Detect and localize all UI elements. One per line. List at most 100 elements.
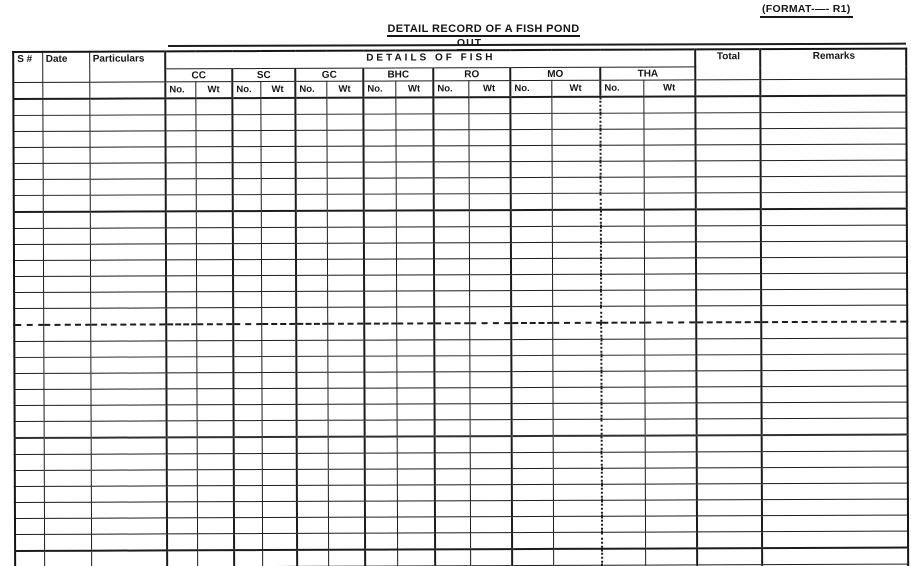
cell-cc-wt bbox=[196, 485, 234, 502]
cell-gc-no bbox=[295, 130, 327, 147]
cell-sc-no bbox=[233, 275, 262, 292]
cell-tha-no bbox=[600, 161, 644, 178]
cell-sc-no bbox=[232, 259, 262, 276]
cell-mo-no bbox=[511, 452, 553, 469]
cell-gc-no bbox=[296, 469, 328, 486]
cell-bhc-wt bbox=[395, 210, 434, 228]
table-row bbox=[15, 547, 909, 566]
cell-ro-no bbox=[433, 242, 469, 259]
cell-remarks bbox=[761, 370, 908, 387]
cell-particulars bbox=[90, 356, 167, 374]
cell-gc-no bbox=[295, 259, 328, 276]
col-header-serial: S # bbox=[13, 51, 43, 83]
cell-ro-wt bbox=[468, 193, 511, 211]
cell-tha-no bbox=[601, 468, 645, 485]
cell-date bbox=[43, 308, 91, 325]
cell-ro-no bbox=[433, 177, 469, 194]
cell-gc-wt bbox=[327, 388, 365, 405]
subcol-header-sc-wt: Wt bbox=[260, 81, 296, 99]
cell-tha-wt bbox=[644, 273, 697, 291]
cell-tha-wt bbox=[645, 548, 698, 566]
cell-bhc-wt bbox=[396, 516, 436, 534]
cell-sc-wt bbox=[261, 436, 297, 454]
cell-mo-wt bbox=[551, 129, 601, 146]
cell-gc-no bbox=[296, 275, 328, 292]
cell-tha-no bbox=[600, 226, 644, 243]
cell-mo-no bbox=[511, 387, 553, 404]
cell-mo-no bbox=[510, 177, 552, 194]
cell-sc-wt bbox=[261, 388, 297, 405]
cell-cc-no bbox=[166, 291, 197, 308]
cell-cc-wt bbox=[195, 211, 233, 228]
cell-particulars bbox=[89, 146, 166, 164]
cell-sc-no bbox=[232, 178, 261, 195]
cell-total bbox=[695, 144, 761, 161]
cell-date bbox=[43, 518, 92, 535]
cell-mo-wt bbox=[552, 306, 602, 323]
cell-particulars bbox=[89, 243, 166, 261]
cell-total bbox=[696, 289, 762, 306]
cell-mo-no bbox=[510, 193, 552, 211]
cell-mo-wt bbox=[551, 226, 601, 243]
cell-particulars bbox=[91, 533, 168, 551]
header-blank-cell-serial bbox=[13, 82, 43, 99]
cell-cc-no bbox=[165, 130, 196, 147]
cell-total bbox=[697, 515, 763, 532]
cell-sc-no bbox=[232, 130, 261, 147]
cell-gc-no bbox=[295, 146, 327, 163]
cell-sc-wt bbox=[261, 275, 297, 292]
cell-gc-wt bbox=[326, 243, 364, 260]
cell-total bbox=[696, 402, 762, 419]
cell-cc-wt bbox=[195, 243, 233, 260]
cell-mo-wt bbox=[552, 387, 602, 404]
cell-cc-no bbox=[165, 146, 196, 163]
cell-mo-wt bbox=[552, 468, 602, 485]
cell-tha-no bbox=[600, 145, 644, 162]
cell-gc-wt bbox=[326, 210, 364, 228]
cell-serial bbox=[15, 550, 45, 566]
cell-particulars bbox=[90, 453, 167, 471]
cell-ro-wt bbox=[469, 436, 512, 453]
cell-ro-no bbox=[435, 532, 471, 550]
cell-particulars bbox=[91, 550, 168, 566]
subcol-header-gc-wt: Wt bbox=[326, 81, 364, 98]
col-header-remarks: Remarks bbox=[760, 48, 907, 80]
cell-particulars bbox=[90, 340, 167, 358]
cell-ro-no bbox=[434, 355, 470, 372]
cell-total bbox=[697, 548, 763, 565]
cell-tha-no bbox=[600, 113, 644, 130]
cell-cc-wt bbox=[195, 194, 233, 212]
cell-bhc-wt bbox=[396, 371, 435, 389]
cell-gc-no bbox=[297, 533, 329, 550]
cell-sc-wt bbox=[261, 323, 297, 341]
cell-gc-wt bbox=[327, 469, 365, 486]
cell-ro-wt bbox=[468, 97, 511, 114]
cell-gc-wt bbox=[327, 291, 365, 308]
cell-date bbox=[43, 437, 91, 455]
cell-date bbox=[42, 260, 91, 277]
subcol-header-ro-wt: Wt bbox=[468, 80, 511, 98]
cell-tha-wt bbox=[644, 435, 697, 453]
cell-date bbox=[42, 244, 90, 261]
cell-date bbox=[44, 550, 92, 566]
cell-bhc-no bbox=[363, 114, 396, 131]
cell-serial bbox=[13, 147, 43, 164]
species-header-tha: THA bbox=[600, 66, 696, 81]
cell-ro-wt bbox=[469, 452, 512, 469]
cell-mo-no bbox=[511, 322, 553, 340]
cell-ro-wt bbox=[469, 516, 513, 533]
cell-remarks bbox=[761, 241, 908, 258]
cell-gc-wt bbox=[328, 549, 366, 566]
cell-sc-wt bbox=[261, 356, 297, 373]
fish-pond-record-table: S # Date Particulars DETAILS OF FISH Tot… bbox=[12, 47, 910, 566]
cell-gc-no bbox=[296, 372, 328, 389]
header-row-main: S # Date Particulars DETAILS OF FISH Tot… bbox=[13, 48, 907, 83]
cell-sc-wt bbox=[262, 549, 298, 566]
cell-tha-wt bbox=[644, 338, 697, 356]
species-header-cc: CC bbox=[165, 68, 233, 82]
cell-cc-no bbox=[166, 485, 197, 502]
cell-gc-wt bbox=[326, 227, 364, 244]
cell-ro-wt bbox=[469, 500, 512, 517]
cell-gc-wt bbox=[326, 194, 364, 211]
cell-remarks bbox=[760, 192, 907, 210]
